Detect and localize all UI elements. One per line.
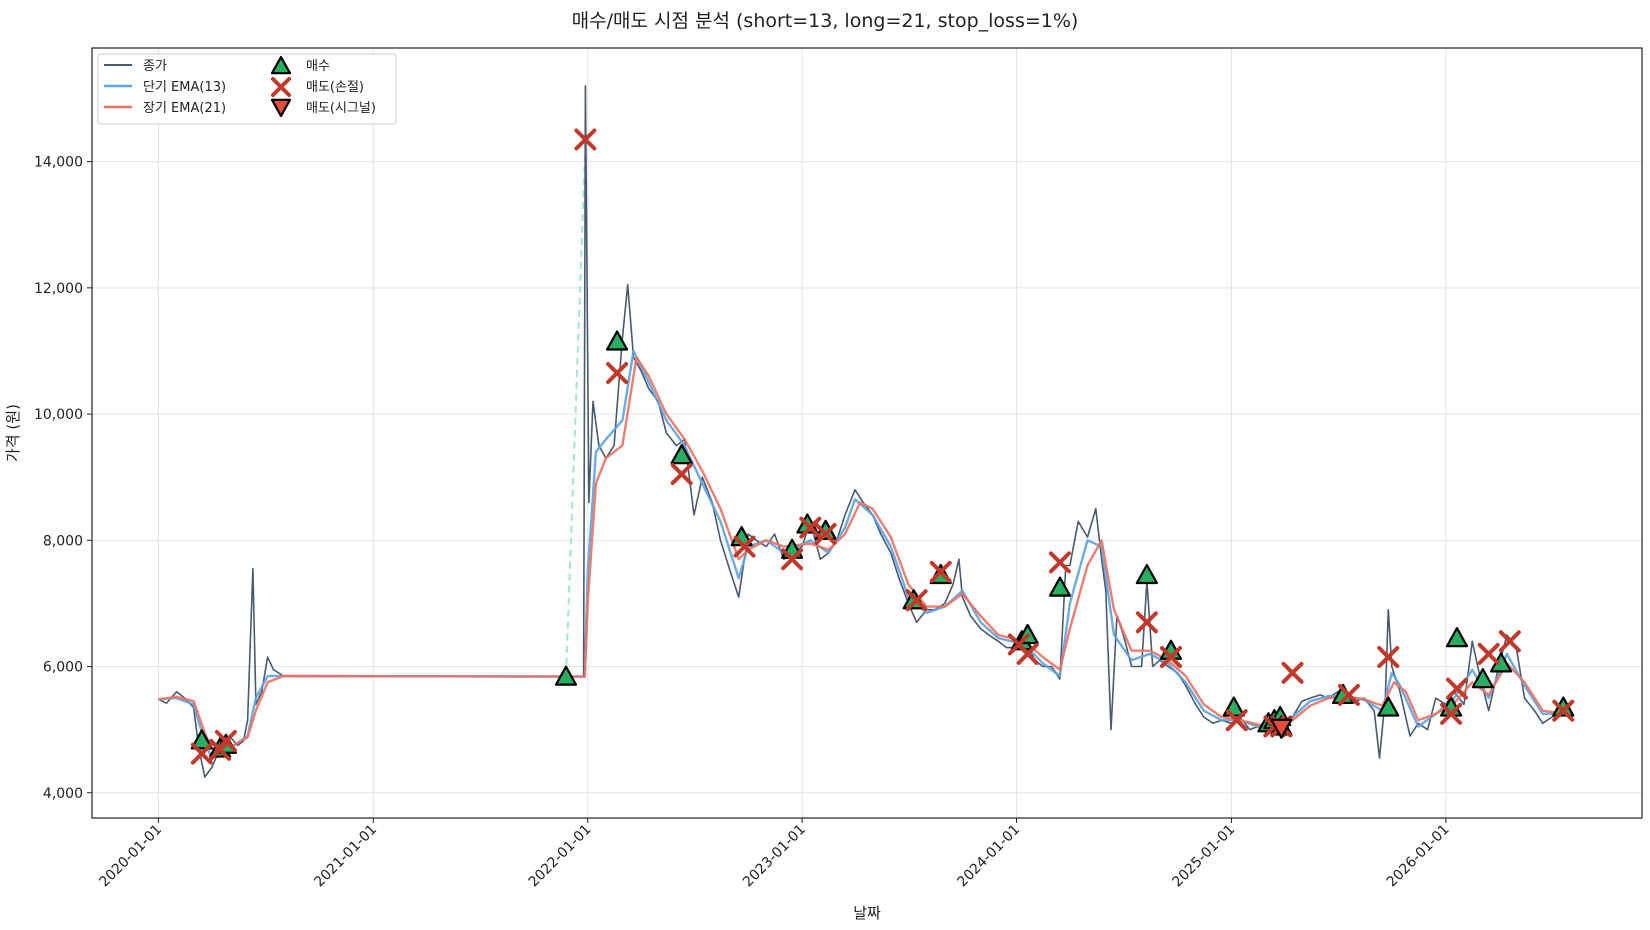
gap-segment — [564, 142, 587, 677]
gap-segment-layer — [564, 142, 587, 677]
x-axis: 2020-01-01 2021-01-01 2022-01-01 2023-01-01… — [96, 818, 1453, 891]
sell-stop-marker — [214, 730, 237, 752]
legend-label-sell-stop: 매도(손절) — [306, 80, 364, 95]
buy-marker — [1445, 627, 1469, 648]
buy-marker — [1048, 576, 1072, 597]
sell-stop-marker — [1281, 661, 1304, 684]
sell-stop-marker — [929, 560, 952, 583]
grid — [92, 48, 1642, 818]
sell-stop-marker — [1225, 709, 1248, 732]
legend-label-ema-long: 장기 EMA(21) — [143, 101, 226, 116]
sell-stop-marker — [781, 548, 804, 571]
legend-box — [97, 53, 397, 125]
sell-stop-marker — [1445, 677, 1468, 700]
sell-stop-marker — [1440, 702, 1463, 725]
y-tick-label: 10,000 — [34, 407, 83, 423]
y-tick-label: 12,000 — [34, 281, 83, 297]
x-tick-label: 2021-01-01 — [311, 822, 380, 891]
sell-stop-marker — [1159, 646, 1182, 669]
legend: 종가 단기 EMA(13) 장기 EMA(21) 매수 매도(손절) 매도(시그… — [97, 53, 397, 125]
sell-signal-marker — [1270, 718, 1293, 739]
sell-stop-marker — [606, 362, 629, 385]
sell-stop-marker — [1337, 683, 1360, 706]
legend-label-buy: 매수 — [306, 59, 330, 74]
x-tick-label: 2025-01-01 — [1169, 822, 1238, 891]
y-tick-label: 4,000 — [43, 786, 83, 802]
legend-swatch-sell-stop — [271, 77, 291, 97]
sell-stop-marker — [1498, 630, 1521, 653]
y-axis-label: 가격 (원) — [4, 404, 22, 462]
sell-stop-marker — [1016, 642, 1039, 665]
buy-marker — [190, 729, 213, 750]
series-ema-long-line — [158, 356, 1567, 750]
buy-marker — [605, 330, 629, 351]
legend-label-ema-short: 단기 EMA(13) — [143, 80, 226, 95]
sell-stop-marker — [1552, 699, 1575, 722]
legend-label-close: 종가 — [143, 59, 167, 74]
buy-marker — [670, 443, 693, 465]
sell-stop-marker — [799, 516, 822, 539]
x-tick-label: 2022-01-01 — [526, 822, 595, 891]
sell-stop-marker — [905, 589, 928, 612]
x-tick-label: 2023-01-01 — [740, 822, 809, 891]
y-tick-label: 6,000 — [43, 660, 83, 676]
x-axis-label: 날짜 — [853, 904, 881, 922]
chart-title: 매수/매도 시점 분석 (short=13, long=21, stop_los… — [572, 10, 1079, 32]
x-tick-label: 2026-01-01 — [1384, 822, 1453, 891]
buy-marker — [554, 665, 578, 686]
sell-stop-marker — [190, 742, 213, 765]
sell-stop-marker — [574, 128, 597, 151]
legend-marker-swatches — [270, 55, 292, 118]
buy-marker — [1471, 668, 1494, 689]
y-tick-label: 8,000 — [43, 533, 83, 549]
sell-stop-marker — [814, 522, 837, 545]
series-close-line — [158, 85, 1567, 778]
sell-stop-marker — [1477, 642, 1500, 665]
marker-layer — [190, 128, 1575, 765]
legend-swatch-buy — [270, 55, 292, 75]
series-layer — [158, 85, 1567, 778]
sell-stop-marker — [1377, 646, 1400, 669]
y-tick-label: 14,000 — [34, 155, 83, 171]
x-tick-label: 2024-01-01 — [954, 822, 1023, 891]
legend-label-sell-signal: 매도(시그널) — [306, 101, 376, 116]
sell-stop-marker — [670, 463, 693, 486]
y-axis: 4,000 6,000 8,000 10,000 12,000 14,000 — [34, 155, 92, 802]
sell-stop-marker — [1048, 551, 1071, 574]
sell-stop-marker — [733, 535, 756, 558]
buy-marker — [1377, 696, 1400, 717]
buy-marker — [1135, 563, 1158, 585]
legend-swatch-sell-signal — [270, 98, 292, 118]
x-tick-label: 2020-01-01 — [96, 822, 165, 891]
plot-frame — [91, 47, 1643, 819]
sell-stop-marker — [1135, 611, 1158, 634]
